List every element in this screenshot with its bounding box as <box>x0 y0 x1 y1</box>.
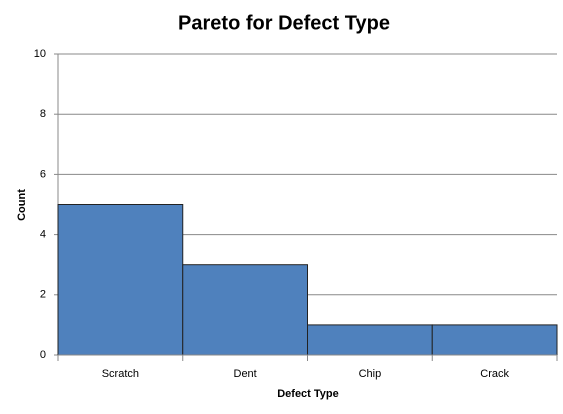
y-tick-label: 2 <box>40 289 46 301</box>
y-tick-label: 8 <box>40 108 46 120</box>
bar <box>431 324 558 356</box>
bar <box>307 324 433 356</box>
x-axis-title: Defect Type <box>277 388 339 400</box>
bar <box>182 264 308 356</box>
x-tick-label: Scratch <box>102 368 139 380</box>
y-axis-title: Count <box>16 189 28 221</box>
y-tick-label: 10 <box>34 48 46 60</box>
chart-title: Pareto for Defect Type <box>178 12 390 34</box>
x-tick-label: Dent <box>234 368 257 380</box>
y-tick-label: 0 <box>40 349 46 361</box>
y-tick-label: 6 <box>40 168 46 180</box>
x-tick-label: Crack <box>480 368 509 380</box>
bar <box>57 204 184 356</box>
x-tick-label: Chip <box>359 368 382 380</box>
y-tick-label: 4 <box>40 229 46 241</box>
